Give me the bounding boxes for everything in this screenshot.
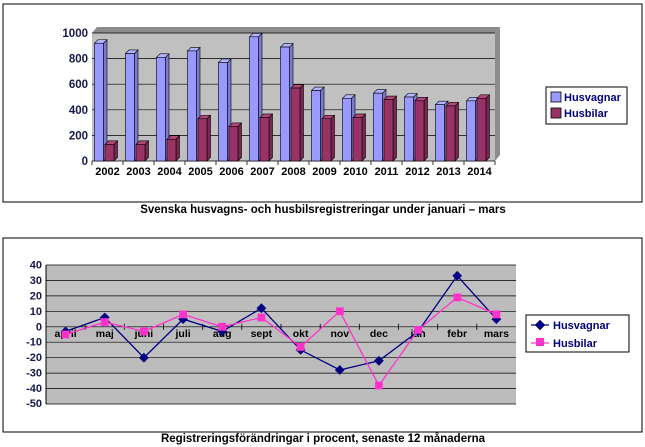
svg-text:maj: maj bbox=[96, 328, 114, 340]
svg-text:20: 20 bbox=[30, 290, 42, 302]
svg-text:okt: okt bbox=[293, 328, 309, 340]
svg-text:-20: -20 bbox=[26, 352, 42, 364]
svg-text:0: 0 bbox=[36, 321, 42, 333]
svg-text:mars: mars bbox=[484, 328, 509, 340]
svg-text:sept: sept bbox=[251, 328, 273, 340]
svg-text:nov: nov bbox=[330, 328, 349, 340]
svg-text:-50: -50 bbox=[26, 398, 42, 410]
svg-text:Registreringsförändringar i pr: Registreringsförändringar i procent, sen… bbox=[161, 433, 486, 445]
svg-text:2006: 2006 bbox=[219, 166, 243, 178]
svg-text:10: 10 bbox=[30, 306, 42, 318]
svg-text:800: 800 bbox=[69, 54, 88, 66]
svg-text:2002: 2002 bbox=[95, 166, 119, 178]
svg-text:2012: 2012 bbox=[405, 166, 429, 178]
svg-text:2011: 2011 bbox=[375, 166, 399, 178]
svg-text:Husbilar: Husbilar bbox=[564, 108, 609, 120]
svg-text:-40: -40 bbox=[26, 383, 42, 395]
svg-text:2005: 2005 bbox=[188, 166, 212, 178]
svg-text:40: 40 bbox=[30, 260, 42, 272]
svg-text:Husvagnar: Husvagnar bbox=[564, 92, 622, 104]
svg-text:2007: 2007 bbox=[250, 166, 274, 178]
svg-text:Husbilar: Husbilar bbox=[553, 338, 598, 350]
svg-text:2009: 2009 bbox=[312, 166, 336, 178]
svg-text:juli: juli bbox=[175, 328, 191, 340]
svg-text:1000: 1000 bbox=[62, 28, 88, 40]
svg-text:2013: 2013 bbox=[436, 166, 460, 178]
svg-text:2008: 2008 bbox=[281, 166, 305, 178]
svg-text:2010: 2010 bbox=[343, 166, 367, 178]
svg-text:febr: febr bbox=[447, 328, 467, 340]
svg-text:30: 30 bbox=[30, 275, 42, 287]
svg-text:2014: 2014 bbox=[467, 166, 492, 178]
svg-text:-10: -10 bbox=[26, 337, 42, 349]
svg-text:dec: dec bbox=[370, 328, 388, 340]
svg-text:-30: -30 bbox=[26, 368, 42, 380]
svg-text:0: 0 bbox=[82, 156, 88, 168]
svg-text:2004: 2004 bbox=[157, 166, 182, 178]
svg-text:400: 400 bbox=[69, 105, 88, 117]
svg-text:2003: 2003 bbox=[126, 166, 150, 178]
svg-text:600: 600 bbox=[69, 79, 88, 91]
svg-text:200: 200 bbox=[69, 130, 88, 142]
svg-text:Husvagnar: Husvagnar bbox=[553, 320, 611, 332]
svg-text:Svenska husvagns- och husbilsr: Svenska husvagns- och husbilsregistrerin… bbox=[140, 204, 506, 216]
